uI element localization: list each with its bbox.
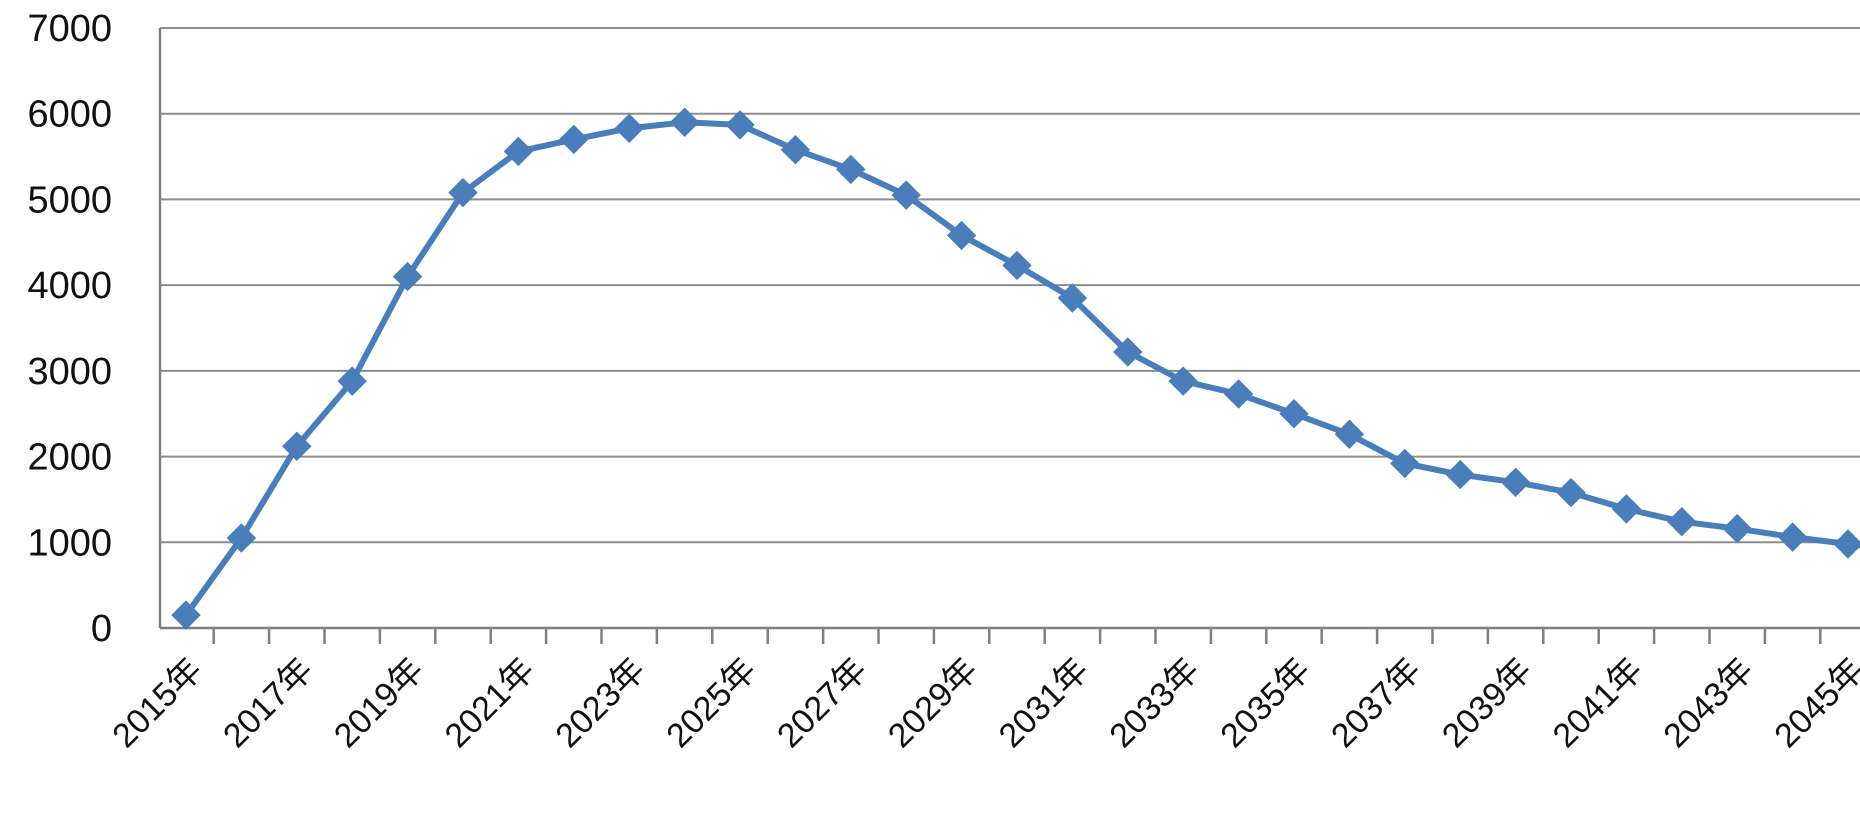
- x-tick-label: 2019年: [327, 651, 431, 755]
- y-tick-label: 0: [91, 608, 112, 650]
- y-tick-label: 1000: [27, 522, 112, 564]
- data-point-marker: [1002, 250, 1032, 281]
- x-tick-label: 2015年: [105, 651, 209, 755]
- x-tick-label: 2027年: [770, 651, 874, 755]
- data-point-marker: [226, 523, 257, 553]
- data-point-marker: [1777, 522, 1808, 552]
- x-tick-label: 2017年: [216, 651, 320, 755]
- data-point-marker: [1556, 477, 1586, 508]
- x-tick-label: 2043年: [1656, 651, 1760, 755]
- data-point-marker: [614, 113, 644, 143]
- data-point-marker: [448, 177, 478, 208]
- x-tick-label: 2031年: [992, 651, 1096, 755]
- data-point-marker: [1057, 283, 1088, 313]
- x-tick-label: 2035年: [1213, 651, 1317, 755]
- y-tick-label: 5000: [27, 179, 112, 221]
- data-point-marker: [1722, 513, 1752, 544]
- data-point-marker: [171, 600, 201, 630]
- data-point-marker: [1833, 529, 1860, 559]
- data-point-marker: [503, 136, 534, 167]
- x-tick-label: 2041年: [1546, 651, 1650, 755]
- data-point-marker: [282, 431, 312, 461]
- y-tick-label: 6000: [27, 94, 112, 136]
- y-tick-label: 4000: [27, 265, 112, 307]
- data-point-marker: [1113, 337, 1143, 367]
- x-tick-label: 2039年: [1435, 651, 1539, 755]
- grid-layer: [160, 27, 1860, 544]
- data-point-marker: [1667, 507, 1697, 537]
- data-point-marker: [725, 110, 755, 140]
- data-point-marker: [1500, 467, 1531, 497]
- x-tick-label: 2025年: [659, 651, 763, 755]
- y-tick-label: 2000: [27, 437, 112, 479]
- x-tick-label: 2037年: [1324, 651, 1428, 755]
- y-tick-label: 3000: [27, 351, 112, 393]
- data-point-marker: [1334, 419, 1365, 449]
- data-point-marker: [946, 220, 977, 251]
- x-tick-label: 2029年: [881, 651, 985, 755]
- data-point-marker: [1390, 448, 1420, 479]
- data-point-marker: [559, 124, 589, 155]
- x-tick-label: 2023年: [548, 651, 652, 755]
- series-line: [183, 119, 1860, 619]
- data-point-marker: [1168, 366, 1198, 396]
- series-layer: [171, 107, 1860, 630]
- y-tick-label: 7000: [27, 8, 112, 50]
- data-point-marker: [780, 135, 811, 165]
- data-point-marker: [392, 261, 423, 292]
- axis-layer: [158, 28, 1860, 644]
- data-point-marker: [1279, 399, 1309, 429]
- data-point-marker: [669, 107, 700, 137]
- x-tick-label: 2033年: [1102, 651, 1206, 755]
- data-point-marker: [337, 366, 367, 396]
- data-point-marker: [1223, 379, 1254, 409]
- x-tick-label: 2045年: [1767, 651, 1860, 755]
- data-point-marker: [1611, 494, 1642, 524]
- x-tick-label: 2021年: [438, 651, 542, 755]
- data-point-marker: [1445, 459, 1475, 490]
- data-point-marker: [891, 180, 921, 210]
- data-point-marker: [836, 154, 866, 185]
